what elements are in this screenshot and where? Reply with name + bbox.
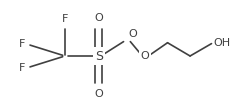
Text: F: F [19, 39, 26, 49]
Text: F: F [62, 14, 68, 24]
Text: F: F [19, 63, 26, 73]
Text: O: O [128, 29, 137, 39]
Text: O: O [94, 89, 103, 99]
Text: O: O [94, 13, 103, 23]
Text: OH: OH [214, 38, 231, 48]
Text: O: O [141, 51, 149, 61]
Text: S: S [95, 50, 103, 62]
